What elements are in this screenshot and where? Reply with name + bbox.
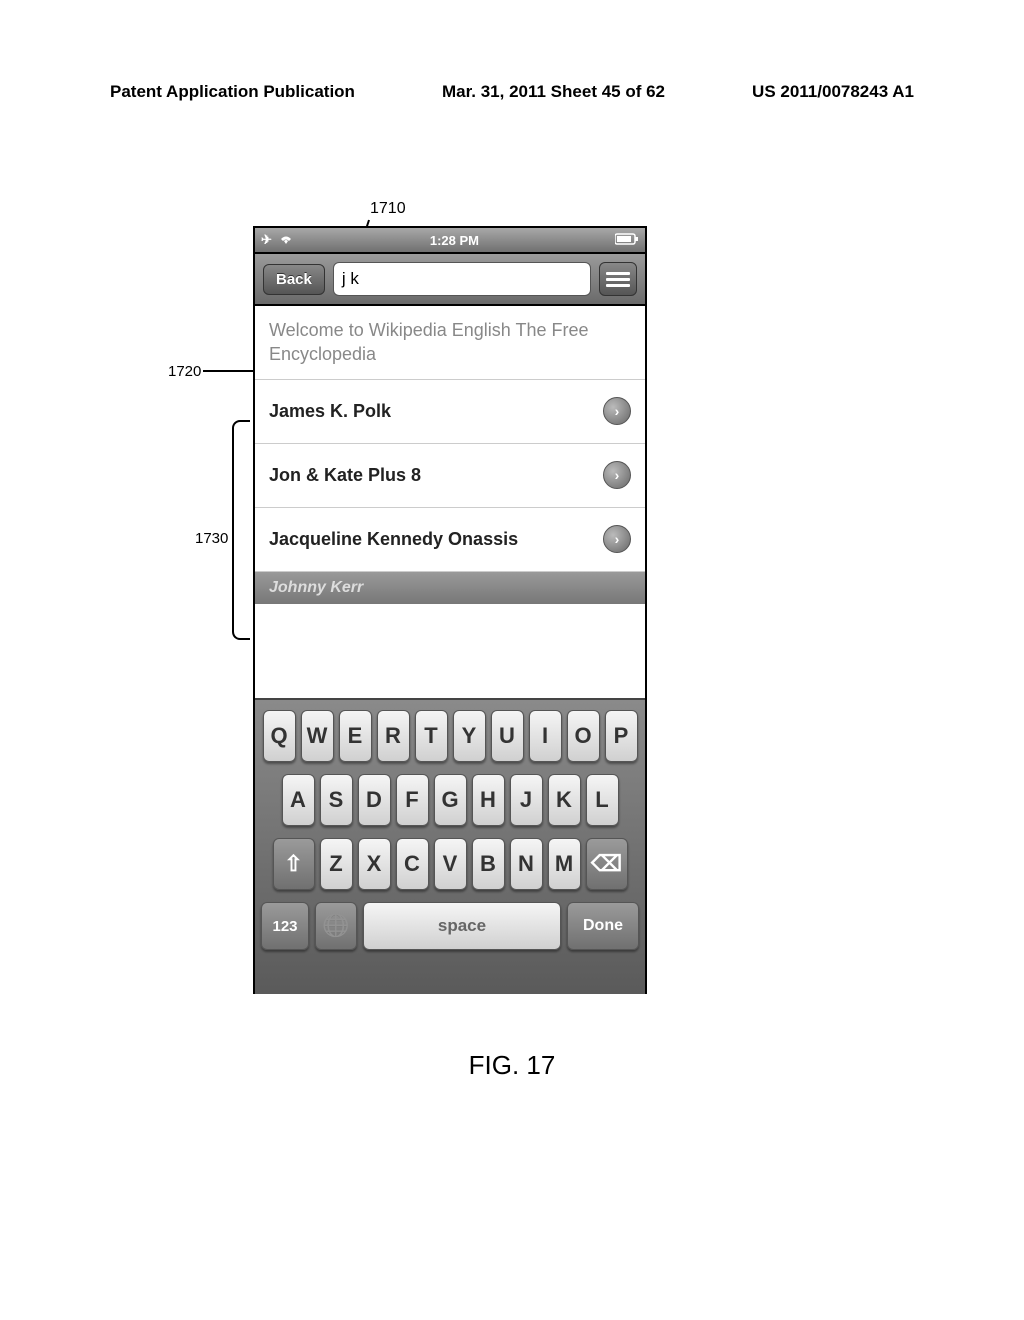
list-icon-line xyxy=(606,272,630,275)
page-header: Patent Application Publication Mar. 31, … xyxy=(0,82,1024,102)
shift-key[interactable]: ⇧ xyxy=(273,838,315,890)
key-j[interactable]: J xyxy=(510,774,543,826)
callout-1730: 1730 xyxy=(195,530,228,547)
result-title: Jon & Kate Plus 8 xyxy=(269,465,421,486)
key-x[interactable]: X xyxy=(358,838,391,890)
keyboard-row-1: QWERTYUIOP xyxy=(261,710,639,762)
nav-bar: Back j k xyxy=(255,254,645,306)
callout-1710: 1710 xyxy=(370,200,406,218)
keyboard-row-2: ASDFGHJKL xyxy=(261,774,639,826)
key-g[interactable]: G xyxy=(434,774,467,826)
disclosure-icon[interactable]: › xyxy=(603,397,631,425)
key-a[interactable]: A xyxy=(282,774,315,826)
figure-label: FIG. 17 xyxy=(0,1050,1024,1081)
partial-title: Johnny Kerr xyxy=(269,579,363,597)
result-row[interactable]: Jacqueline Kennedy Onassis › xyxy=(255,508,645,572)
status-left: ✈ xyxy=(261,232,294,248)
result-title: Jacqueline Kennedy Onassis xyxy=(269,529,518,550)
battery-icon xyxy=(615,233,639,248)
airplane-icon: ✈ xyxy=(261,232,272,248)
status-time: 1:28 PM xyxy=(430,233,479,248)
device-screen: ✈ 1:28 PM Back j k Welcome to Wikipedia … xyxy=(253,226,647,994)
search-value: j k xyxy=(342,269,359,289)
disclosure-icon[interactable]: › xyxy=(603,461,631,489)
list-icon-line xyxy=(606,284,630,287)
keyboard-row-3: ⇧ ZXCVBNM ⌫ xyxy=(261,838,639,890)
key-l[interactable]: L xyxy=(586,774,619,826)
list-button[interactable] xyxy=(599,262,637,296)
key-i[interactable]: I xyxy=(529,710,562,762)
welcome-row[interactable]: Welcome to Wikipedia English The Free En… xyxy=(255,306,645,380)
list-icon-line xyxy=(606,278,630,281)
status-bar: ✈ 1:28 PM xyxy=(255,228,645,254)
header-right: US 2011/0078243 A1 xyxy=(752,82,914,102)
key-n[interactable]: N xyxy=(510,838,543,890)
key-e[interactable]: E xyxy=(339,710,372,762)
key-h[interactable]: H xyxy=(472,774,505,826)
content-area: Welcome to Wikipedia English The Free En… xyxy=(255,306,645,698)
keyboard-row-4: 123 🌐 space Done xyxy=(261,902,639,950)
key-r[interactable]: R xyxy=(377,710,410,762)
back-button[interactable]: Back xyxy=(263,264,325,295)
partial-row[interactable]: Johnny Kerr xyxy=(255,572,645,604)
key-w[interactable]: W xyxy=(301,710,334,762)
header-left: Patent Application Publication xyxy=(110,82,355,102)
key-q[interactable]: Q xyxy=(263,710,296,762)
space-key[interactable]: space xyxy=(363,902,561,950)
header-center: Mar. 31, 2011 Sheet 45 of 62 xyxy=(442,82,665,102)
key-z[interactable]: Z xyxy=(320,838,353,890)
search-input[interactable]: j k xyxy=(333,262,591,296)
keyboard: QWERTYUIOP ASDFGHJKL ⇧ ZXCVBNM ⌫ 123 🌐 s… xyxy=(255,698,645,994)
key-m[interactable]: M xyxy=(548,838,581,890)
done-key[interactable]: Done xyxy=(567,902,639,950)
key-y[interactable]: Y xyxy=(453,710,486,762)
key-f[interactable]: F xyxy=(396,774,429,826)
delete-key[interactable]: ⌫ xyxy=(586,838,628,890)
key-p[interactable]: P xyxy=(605,710,638,762)
wifi-icon xyxy=(278,233,294,248)
number-mode-key[interactable]: 123 xyxy=(261,902,309,950)
key-c[interactable]: C xyxy=(396,838,429,890)
disclosure-icon[interactable]: › xyxy=(603,525,631,553)
globe-key[interactable]: 🌐 xyxy=(315,902,357,950)
key-t[interactable]: T xyxy=(415,710,448,762)
key-u[interactable]: U xyxy=(491,710,524,762)
result-row[interactable]: James K. Polk › xyxy=(255,380,645,444)
key-b[interactable]: B xyxy=(472,838,505,890)
brace-1730 xyxy=(232,420,250,640)
key-k[interactable]: K xyxy=(548,774,581,826)
callout-1720: 1720 xyxy=(168,363,201,380)
result-row[interactable]: Jon & Kate Plus 8 › xyxy=(255,444,645,508)
key-o[interactable]: O xyxy=(567,710,600,762)
key-s[interactable]: S xyxy=(320,774,353,826)
result-title: James K. Polk xyxy=(269,401,391,422)
key-d[interactable]: D xyxy=(358,774,391,826)
key-v[interactable]: V xyxy=(434,838,467,890)
